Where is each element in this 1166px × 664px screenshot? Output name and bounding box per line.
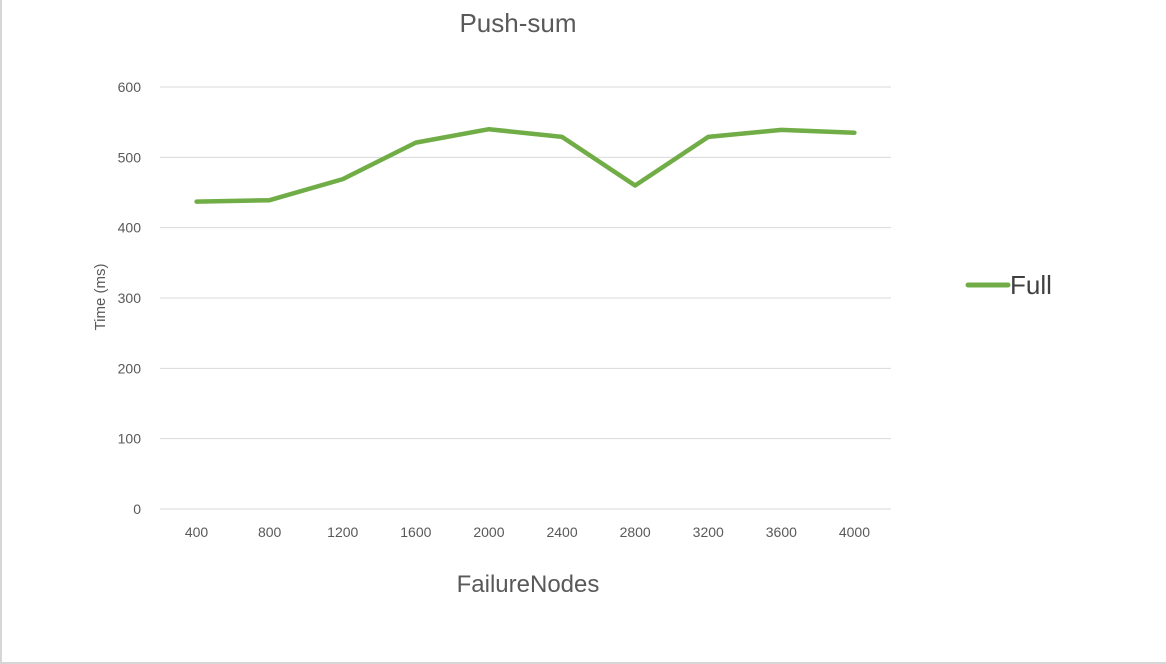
y-tick-label: 600 — [118, 79, 142, 95]
legend: Full — [965, 270, 1052, 300]
y-axis-title: Time (ms) — [92, 264, 109, 331]
x-tick-label: 2800 — [620, 524, 651, 540]
x-tick-label: 400 — [185, 524, 209, 540]
series-line-full — [194, 126, 857, 204]
y-tick-label: 300 — [118, 290, 142, 306]
y-tick-labels: 0 100 200 300 400 500 600 — [118, 79, 142, 517]
y-tick-label: 100 — [118, 431, 142, 447]
y-tick-label: 400 — [118, 220, 142, 236]
x-tick-label: 2400 — [546, 524, 577, 540]
y-tick-label: 200 — [118, 360, 142, 376]
legend-label-full: Full — [1010, 270, 1052, 300]
x-tick-label: 800 — [258, 524, 282, 540]
x-axis-title: FailureNodes — [457, 571, 600, 598]
series-group — [194, 126, 857, 204]
x-tick-label: 1600 — [400, 524, 431, 540]
y-tick-label: 500 — [118, 149, 142, 165]
chart-title: Push-sum — [459, 8, 576, 38]
x-tick-label: 4000 — [839, 524, 870, 540]
x-tick-label: 2000 — [473, 524, 504, 540]
gridlines — [160, 86, 891, 510]
y-tick-label: 0 — [133, 501, 141, 517]
x-tick-label: 3200 — [693, 524, 724, 540]
x-tick-labels: 400 800 1200 1600 2000 2400 2800 3200 3600 4000 — [185, 524, 870, 540]
x-tick-label: 1200 — [327, 524, 358, 540]
x-tick-label: 3600 — [766, 524, 797, 540]
